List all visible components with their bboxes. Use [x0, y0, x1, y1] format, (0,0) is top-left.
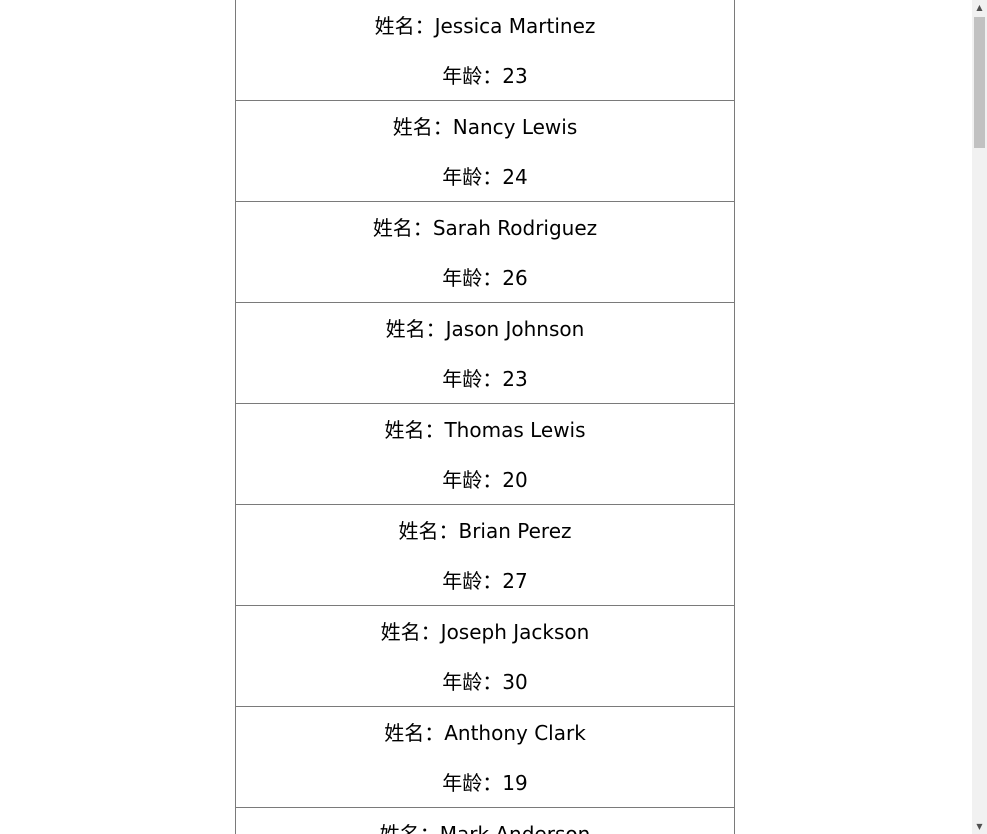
list-item: 姓名：Jessica Martinez 年龄：23: [236, 0, 734, 101]
list-item: 姓名：Nancy Lewis 年龄：24: [236, 101, 734, 202]
age-value: 30: [502, 670, 528, 694]
name-value: Thomas Lewis: [444, 418, 586, 442]
age-label: 年龄：: [442, 64, 503, 88]
name-line: 姓名：Thomas Lewis: [236, 418, 734, 442]
age-value: 27: [502, 569, 528, 593]
age-value: 20: [502, 468, 528, 492]
name-value: Anthony Clark: [444, 721, 586, 745]
name-label: 姓名：: [384, 418, 445, 442]
name-label: 姓名：: [384, 721, 445, 745]
name-value: Joseph Jackson: [440, 620, 590, 644]
name-line: 姓名：Jessica Martinez: [236, 14, 734, 38]
name-label: 姓名：: [380, 620, 441, 644]
name-line: 姓名：Nancy Lewis: [236, 115, 734, 139]
name-line: 姓名：Mark Anderson: [236, 822, 734, 834]
scrollbar-thumb[interactable]: [974, 17, 985, 148]
age-label: 年龄：: [442, 569, 503, 593]
age-line: 年龄：19: [236, 771, 734, 795]
name-value: Brian Perez: [458, 519, 572, 543]
age-label: 年龄：: [442, 165, 503, 189]
name-value: Mark Anderson: [439, 822, 591, 834]
list-item: 姓名：Joseph Jackson 年龄：30: [236, 606, 734, 707]
list-item: 姓名：Anthony Clark 年龄：19: [236, 707, 734, 808]
name-value: Nancy Lewis: [452, 115, 578, 139]
name-line: 姓名：Joseph Jackson: [236, 620, 734, 644]
list-item: 姓名：Sarah Rodriguez 年龄：26: [236, 202, 734, 303]
name-label: 姓名：: [392, 115, 453, 139]
age-value: 23: [502, 367, 528, 391]
name-value: Jessica Martinez: [434, 14, 596, 38]
age-value: 19: [502, 771, 528, 795]
age-line: 年龄：30: [236, 670, 734, 694]
age-label: 年龄：: [442, 771, 503, 795]
name-label: 姓名：: [379, 822, 440, 834]
chevron-down-icon[interactable]: ▼: [976, 821, 983, 831]
age-value: 24: [502, 165, 528, 189]
person-list: 姓名：Jessica Martinez 年龄：23 姓名：Nancy Lewis…: [235, 0, 735, 834]
list-item: 姓名：Jason Johnson 年龄：23: [236, 303, 734, 404]
name-label: 姓名：: [372, 216, 433, 240]
name-value: Sarah Rodriguez: [432, 216, 598, 240]
name-label: 姓名：: [398, 519, 459, 543]
age-label: 年龄：: [442, 670, 503, 694]
age-value: 23: [502, 64, 528, 88]
list-item: 姓名：Thomas Lewis 年龄：20: [236, 404, 734, 505]
age-line: 年龄：23: [236, 367, 734, 391]
age-label: 年龄：: [442, 468, 503, 492]
list-item: 姓名：Mark Anderson: [236, 808, 734, 834]
name-line: 姓名：Sarah Rodriguez: [236, 216, 734, 240]
age-line: 年龄：20: [236, 468, 734, 492]
name-value: Jason Johnson: [445, 317, 585, 341]
age-line: 年龄：27: [236, 569, 734, 593]
list-item: 姓名：Brian Perez 年龄：27: [236, 505, 734, 606]
chevron-up-icon[interactable]: ▲: [976, 2, 983, 12]
name-label: 姓名：: [374, 14, 435, 38]
name-line: 姓名：Anthony Clark: [236, 721, 734, 745]
name-line: 姓名：Brian Perez: [236, 519, 734, 543]
age-value: 26: [502, 266, 528, 290]
age-line: 年龄：26: [236, 266, 734, 290]
age-line: 年龄：24: [236, 165, 734, 189]
age-line: 年龄：23: [236, 64, 734, 88]
name-label: 姓名：: [385, 317, 446, 341]
age-label: 年龄：: [442, 266, 503, 290]
name-line: 姓名：Jason Johnson: [236, 317, 734, 341]
age-label: 年龄：: [442, 367, 503, 391]
vertical-scrollbar[interactable]: ▲ ▼: [972, 0, 987, 834]
